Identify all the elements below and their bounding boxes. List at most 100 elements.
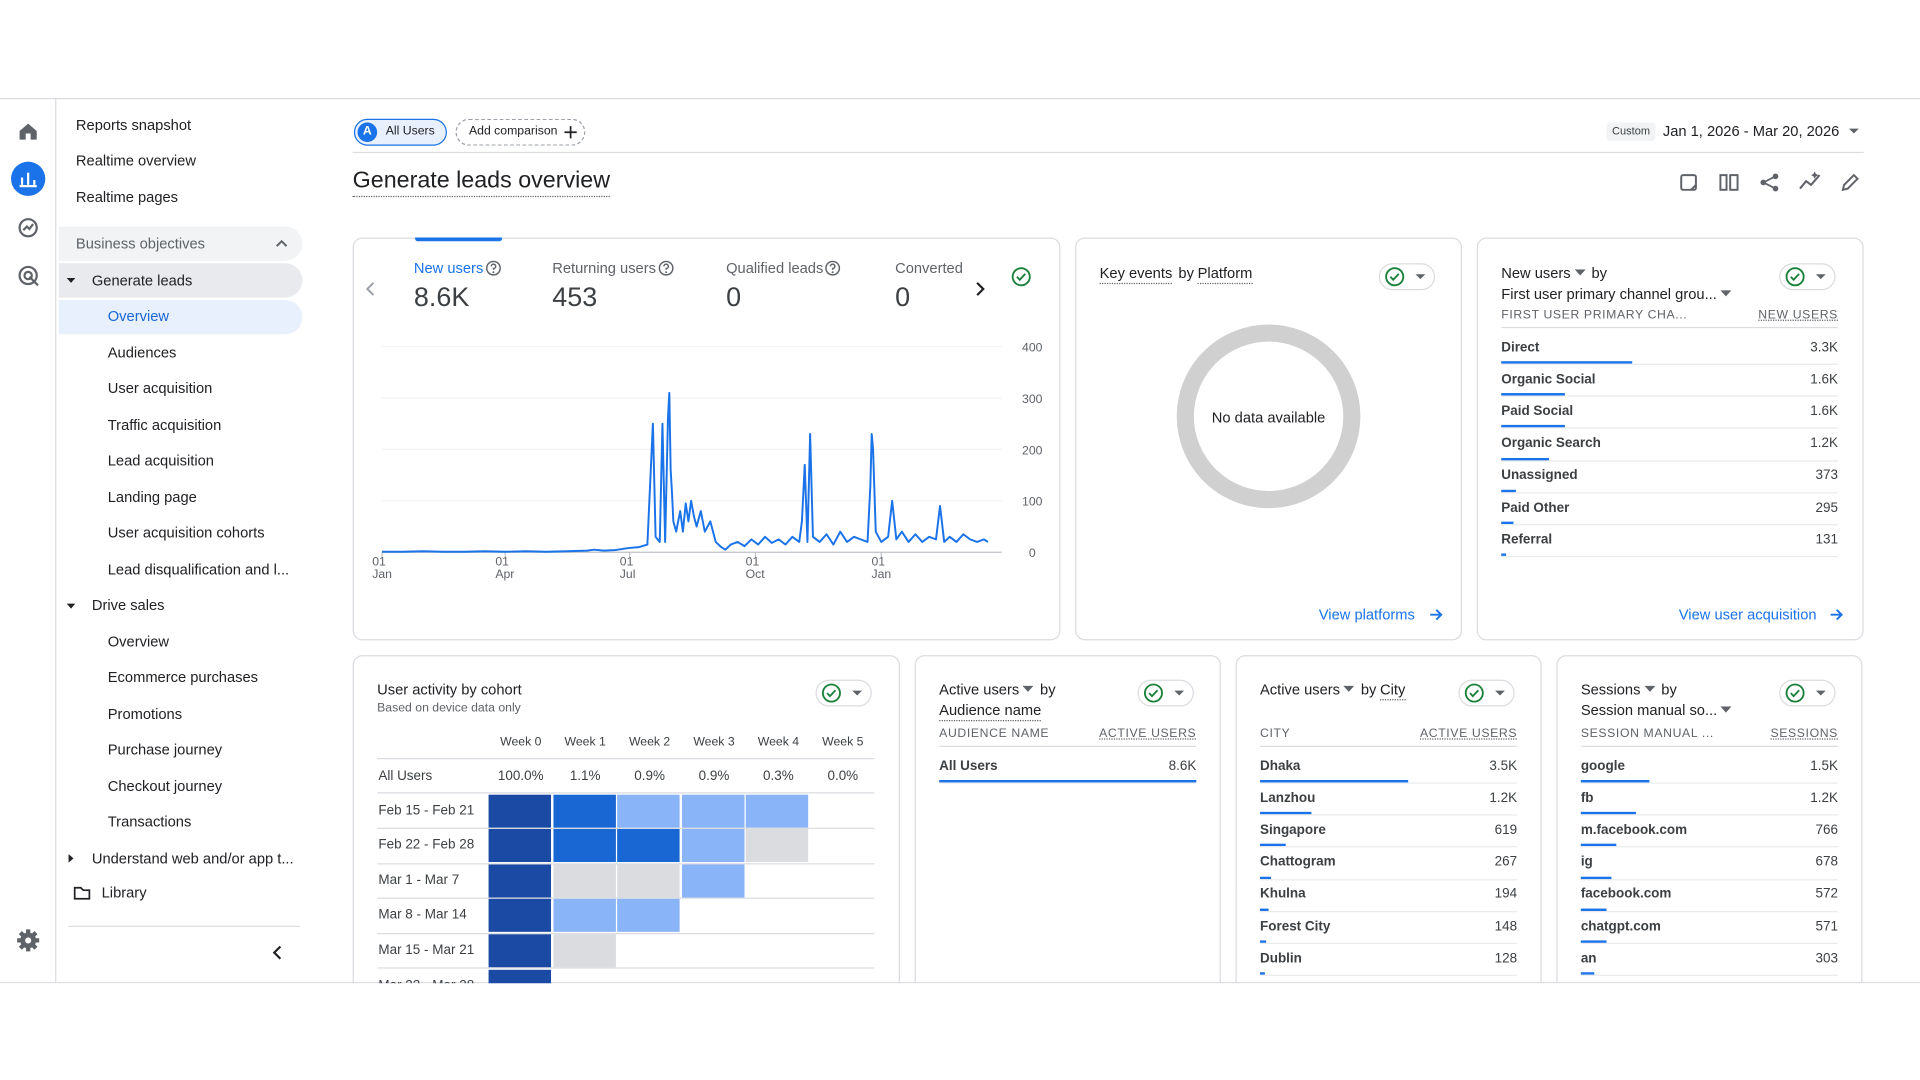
cell-value: 100.0% [498, 767, 544, 785]
nav-item[interactable]: Realtime pages [76, 187, 178, 208]
row-label: All Users [939, 757, 997, 775]
nav-item[interactable]: Traffic acquisition [108, 414, 222, 435]
dimension-dropdown[interactable] [1721, 707, 1732, 714]
nav-item[interactable]: Reports snapshot [76, 114, 191, 135]
date-range[interactable]: Jan 1, 2026 - Mar 20, 2026 [1663, 121, 1839, 142]
nav-library[interactable]: Library [102, 882, 147, 903]
settings-icon[interactable] [28, 940, 29, 941]
column-header: Week 5 [822, 735, 863, 752]
expand-icon [71, 280, 72, 281]
row-line [1581, 815, 1838, 816]
column-header: Week 3 [693, 735, 734, 752]
home-icon[interactable] [28, 131, 29, 132]
segment-badge: A [363, 124, 372, 141]
toolbar-icon[interactable] [1769, 182, 1770, 183]
nav-item[interactable]: User acquisition cohorts [108, 523, 265, 544]
row-line [939, 782, 1196, 783]
date-dropdown[interactable] [1854, 131, 1855, 132]
title-metric[interactable]: New users [1501, 263, 1570, 283]
check-chip[interactable] [1779, 680, 1835, 707]
title-by: by [1361, 680, 1377, 700]
row-label: Organic Search [1501, 435, 1601, 453]
nav-group[interactable]: Understand web and/or app t... [92, 848, 294, 869]
check-chip[interactable] [816, 680, 872, 707]
nav-item[interactable]: Lead acquisition [108, 451, 214, 472]
x-tick-label: 01Jan [372, 555, 392, 581]
title-by: by [1661, 680, 1677, 700]
row-label: Organic Social [1501, 371, 1595, 389]
card-title: Session manual so... [1581, 700, 1732, 720]
title-metric[interactable]: Active users [939, 680, 1019, 700]
nav-item[interactable]: Landing page [108, 487, 197, 508]
row-label: facebook.com [1581, 886, 1672, 904]
row-label: ig [1581, 854, 1593, 872]
row-value: 619 [1495, 821, 1517, 839]
explore-icon[interactable] [28, 228, 29, 229]
collapse-nav-icon[interactable] [277, 953, 278, 954]
toolbar-icon[interactable] [1689, 182, 1690, 183]
nav-item[interactable]: Realtime overview [76, 151, 196, 172]
row-value: 571 [1815, 918, 1837, 936]
dimension-dropdown-part [1720, 290, 1731, 296]
nav-item[interactable]: Checkout journey [108, 776, 222, 797]
title-metric[interactable]: Active users [1260, 680, 1340, 700]
nav-item[interactable]: Ecommerce purchases [108, 667, 258, 688]
card-link[interactable]: View platforms [1319, 604, 1415, 625]
nav-item[interactable]: Transactions [108, 812, 192, 833]
advertising-icon[interactable] [28, 276, 29, 277]
metric-dropdown[interactable] [1344, 686, 1355, 693]
nav-group[interactable]: Drive sales [92, 595, 165, 616]
metric-dropdown-part [1344, 686, 1355, 692]
dimension-dropdown[interactable] [1720, 290, 1731, 297]
toolbar-icon[interactable] [1810, 182, 1811, 183]
row-line [377, 968, 874, 969]
nav-item[interactable]: Overview [108, 631, 169, 652]
title-dimension[interactable]: First user primary channel grou... [1501, 284, 1717, 304]
check-chip[interactable] [1458, 680, 1514, 707]
nav-item[interactable]: Purchase journey [108, 740, 222, 761]
card-link[interactable]: View user acquisition [1679, 604, 1817, 625]
cohort-cell [553, 899, 616, 932]
row-label: Dublin [1260, 950, 1302, 968]
nav-item[interactable]: Audiences [108, 342, 177, 363]
row-value: 1.5K [1810, 757, 1838, 775]
metric-dropdown[interactable] [1644, 686, 1655, 693]
toolbar-icon[interactable] [1850, 182, 1851, 183]
metric-dropdown[interactable] [1023, 686, 1034, 693]
nav-item[interactable]: User acquisition [108, 378, 213, 399]
expand-icon [71, 858, 72, 859]
row-label: Mar 1 - Mar 7 [378, 871, 459, 889]
toolbar-icon[interactable] [1729, 182, 1730, 183]
folder-icon [82, 893, 83, 894]
check-chip[interactable] [1379, 263, 1435, 290]
check-icon [1395, 277, 1396, 278]
cohort-cell [553, 864, 616, 897]
nav-item[interactable]: Promotions [108, 703, 182, 724]
check-chip[interactable] [1779, 263, 1835, 290]
y-tick-label: 200 [1022, 443, 1043, 457]
nav-item[interactable]: Lead disqualification and l... [108, 559, 289, 580]
title-dimension[interactable]: City [1380, 679, 1405, 700]
chart-group: 010020030040001Jan01Apr01Jul01Oct01Jan [372, 340, 1042, 581]
cell-value: 0.0% [827, 767, 858, 785]
title-dimension[interactable]: Platform [1198, 263, 1253, 284]
row-line [1501, 492, 1838, 493]
metric-dropdown[interactable] [1574, 269, 1585, 276]
title-metric[interactable]: Key events [1100, 263, 1173, 284]
title-dimension[interactable]: Audience name [939, 700, 1041, 721]
row-line [1501, 364, 1838, 365]
nav-section[interactable]: Business objectives [76, 233, 205, 254]
nav-group[interactable]: Generate leads [92, 270, 192, 291]
metric-dropdown-part [1574, 269, 1585, 275]
nav-item[interactable]: Overview [108, 306, 169, 327]
title-metric[interactable]: Sessions [1581, 680, 1641, 700]
dropdown-icon [1821, 693, 1822, 694]
reports-icon[interactable] [28, 179, 29, 180]
cell-value: 0.9% [699, 767, 730, 785]
row-line [1581, 847, 1838, 848]
row-label: Khulna [1260, 886, 1306, 904]
row-line [1581, 782, 1838, 783]
title-dimension[interactable]: Session manual so... [1581, 700, 1717, 720]
check-chip[interactable] [1138, 680, 1194, 707]
row-label: Mar 15 - Mar 21 [378, 941, 474, 959]
